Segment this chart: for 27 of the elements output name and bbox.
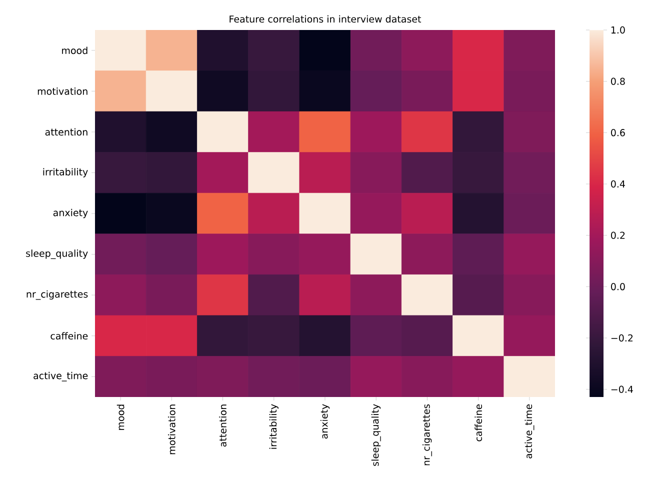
y-tick-label: irritability [43, 168, 88, 178]
color-bar-label: 1.0 [611, 26, 625, 34]
color-bar-label: 0.8 [611, 78, 625, 85]
x-tick-label: anxiety [320, 404, 330, 439]
color-bar-label: 0.4 [611, 180, 625, 188]
x-tick-label: active_time [524, 404, 534, 458]
y-tick-label: active_time [34, 372, 88, 382]
x-tick-label: nr_cigarettes [422, 404, 432, 466]
color-bar-label: 0.6 [611, 129, 625, 136]
y-tick-label: motivation [38, 88, 88, 95]
chart-title: Feature correlations in interview dataset [230, 15, 422, 23]
color-bar-label: −0.2 [611, 334, 633, 342]
y-tick-label: sleep_quality [26, 250, 88, 260]
x-tick-label: attention [219, 404, 226, 447]
color-bar-label: −0.4 [611, 386, 633, 393]
color-bar-label: 0.2 [611, 232, 625, 239]
x-tick-label: motivation [168, 404, 176, 454]
x-tick-label: mood [116, 404, 124, 430]
y-tick-label: caffeine [50, 332, 88, 340]
x-tick-label: caffeine [474, 404, 482, 442]
color-bar-label: 0.0 [611, 283, 625, 290]
y-tick-label: attention [45, 128, 88, 136]
x-tick-label: irritability [269, 404, 278, 449]
y-tick-label: anxiety [53, 208, 88, 218]
y-tick-label: nr_cigarettes [26, 290, 88, 300]
y-tick-label: mood [62, 46, 88, 54]
x-tick-label: sleep_quality [371, 404, 381, 466]
